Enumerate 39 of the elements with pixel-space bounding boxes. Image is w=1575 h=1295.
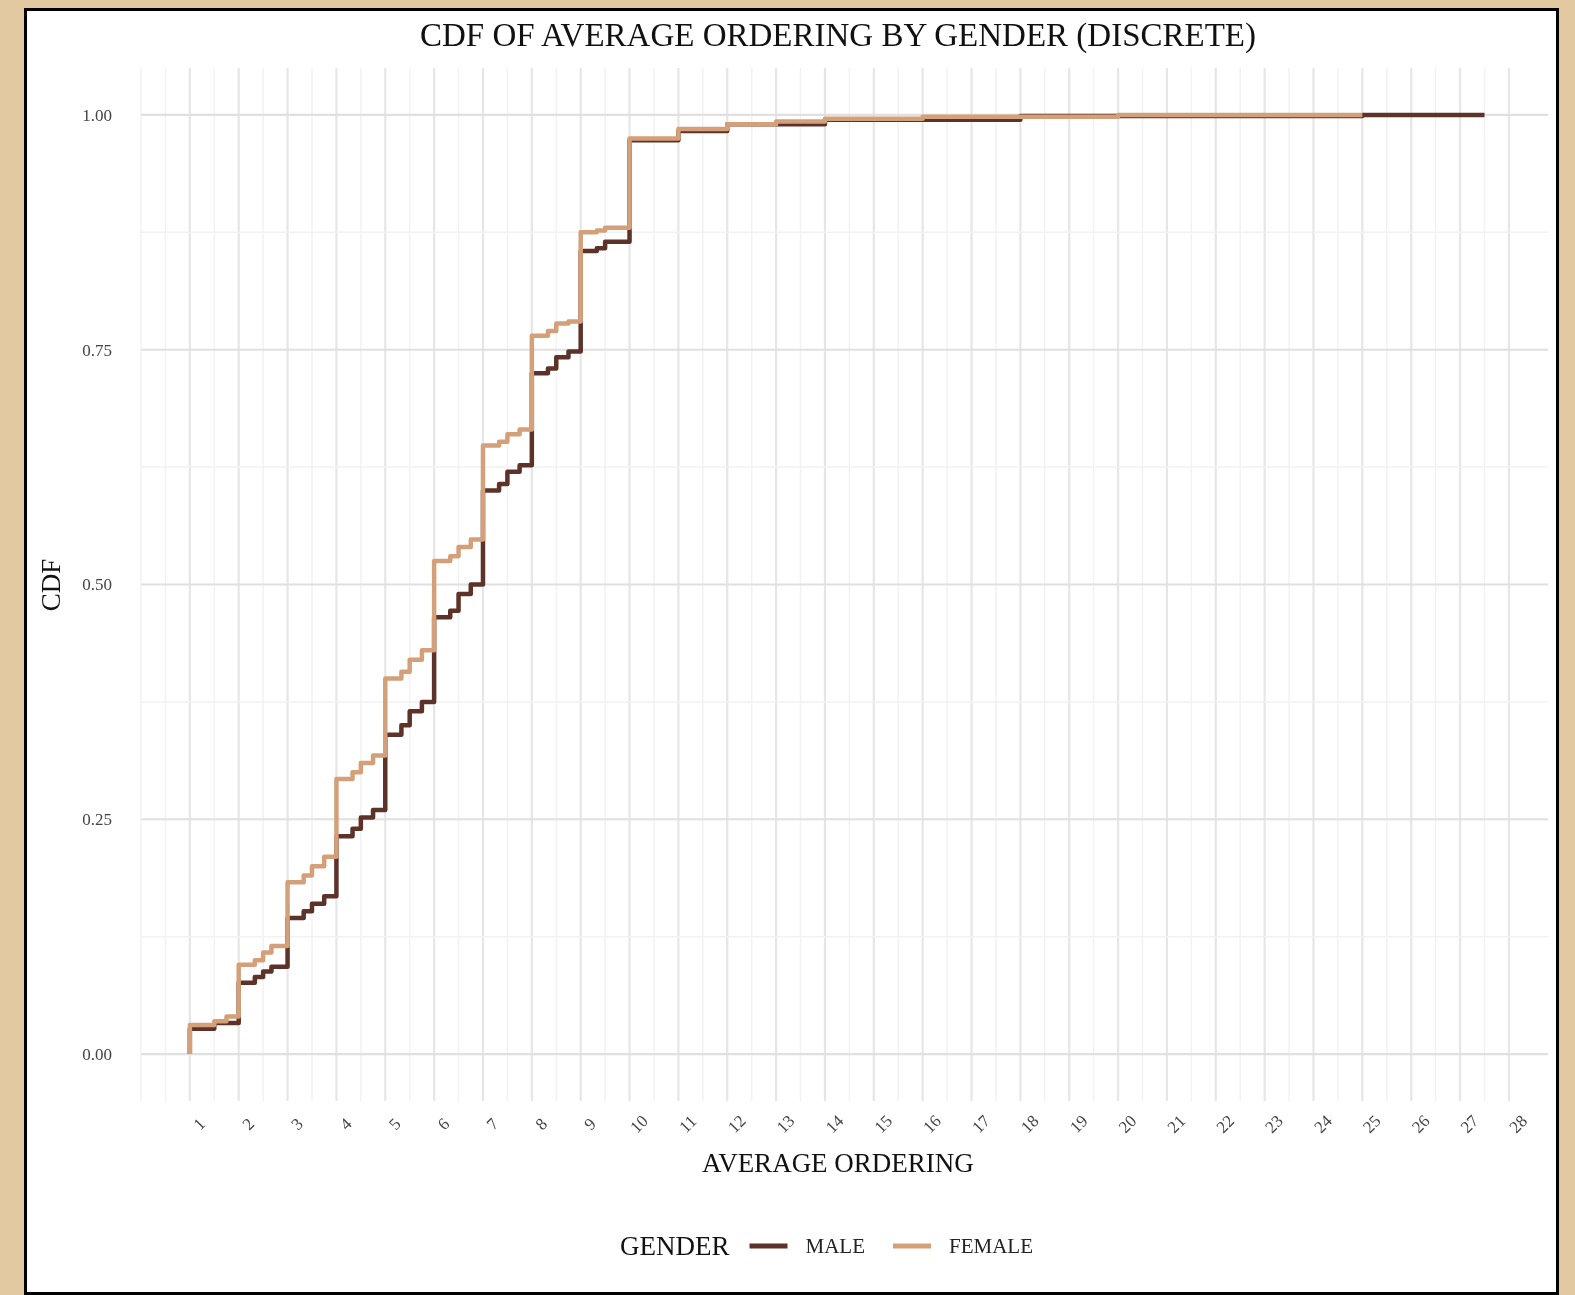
x-tick-label: 18 xyxy=(1017,1111,1043,1137)
y-tick-label: 0.25 xyxy=(82,810,112,830)
x-tick-label: 14 xyxy=(821,1110,848,1137)
x-tick-label: 12 xyxy=(724,1111,750,1137)
y-tick-label: 1.00 xyxy=(82,105,112,125)
y-axis-title: CDF xyxy=(36,558,66,612)
x-tick-label: 17 xyxy=(968,1110,995,1137)
x-tick-label: 20 xyxy=(1114,1111,1141,1137)
chart-title: CDF OF AVERAGE ORDERING BY GENDER (DISCRETE) xyxy=(419,17,1257,54)
x-tick-label: 1 xyxy=(189,1114,210,1134)
y-tick-label: 0.75 xyxy=(82,340,112,360)
x-tick-label: 25 xyxy=(1359,1111,1385,1137)
x-tick-label: 10 xyxy=(626,1111,652,1137)
x-tick-label: 3 xyxy=(287,1114,307,1134)
x-tick-label: 16 xyxy=(919,1111,945,1137)
x-tick-label: 19 xyxy=(1066,1111,1092,1137)
x-tick-label: 21 xyxy=(1163,1111,1190,1137)
x-tick-label: 27 xyxy=(1456,1110,1483,1137)
x-tick-label: 24 xyxy=(1310,1110,1337,1137)
x-axis-title: AVERAGE ORDERING xyxy=(702,1148,974,1178)
y-tick-label: 0.00 xyxy=(82,1044,112,1064)
legend-label: MALE xyxy=(805,1234,865,1258)
x-tick-label: 2 xyxy=(238,1114,258,1134)
x-tick-label: 11 xyxy=(675,1111,701,1137)
x-tick-label: 13 xyxy=(772,1111,799,1137)
x-tick-label: 6 xyxy=(433,1114,454,1134)
x-tick-label: 28 xyxy=(1505,1111,1532,1137)
x-tick-label: 4 xyxy=(336,1113,357,1134)
x-tick-label: 26 xyxy=(1408,1111,1434,1137)
x-tick-label: 15 xyxy=(870,1111,897,1137)
legend-label: FEMALE xyxy=(949,1234,1033,1258)
x-tick-label: 22 xyxy=(1212,1111,1239,1137)
x-tick-label: 9 xyxy=(580,1114,600,1134)
x-tick-label: 7 xyxy=(482,1113,503,1134)
x-tick-label: 5 xyxy=(385,1114,405,1134)
legend-title: GENDER xyxy=(620,1231,730,1261)
y-tick-label: 0.50 xyxy=(82,575,112,595)
x-tick-label: 23 xyxy=(1261,1111,1287,1137)
x-tick-label: 8 xyxy=(531,1114,552,1134)
